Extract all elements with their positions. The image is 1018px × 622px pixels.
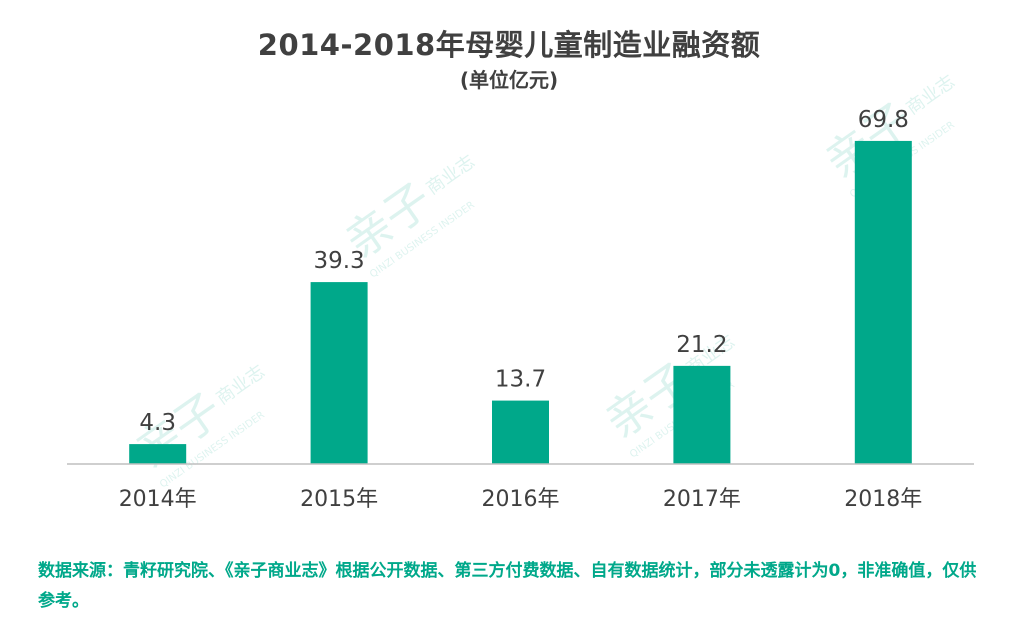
svg-text:商业志: 商业志 xyxy=(213,361,269,409)
bar-2018年 xyxy=(854,140,912,464)
value-label: 13.7 xyxy=(495,367,546,393)
bar-2014年 xyxy=(129,444,187,464)
value-label: 39.3 xyxy=(313,248,364,274)
x-tick-label: 2016年 xyxy=(482,487,560,512)
bar-2016年 xyxy=(492,400,549,464)
svg-text:商业志: 商业志 xyxy=(423,151,479,199)
x-tick-label: 2018年 xyxy=(844,487,922,512)
value-label: 4.3 xyxy=(139,410,176,436)
value-label: 21.2 xyxy=(676,332,727,358)
x-tick-label: 2015年 xyxy=(300,487,378,512)
chart-subtitle: (单位亿元) xyxy=(459,68,559,92)
bar-2017年 xyxy=(673,365,731,464)
svg-text:商业志: 商业志 xyxy=(903,71,959,119)
chart-title: 2014-2018年母婴儿童制造业融资额 xyxy=(257,28,761,62)
x-tick-label: 2017年 xyxy=(663,487,741,512)
x-tick-label: 2014年 xyxy=(119,487,197,512)
data-source-footnote: 数据来源：青籽研究院、《亲子商业志》根据公开数据、第三方付费数据、自有数据统计，… xyxy=(38,561,977,611)
value-label: 69.8 xyxy=(858,107,909,133)
bar-2015年 xyxy=(310,282,368,464)
